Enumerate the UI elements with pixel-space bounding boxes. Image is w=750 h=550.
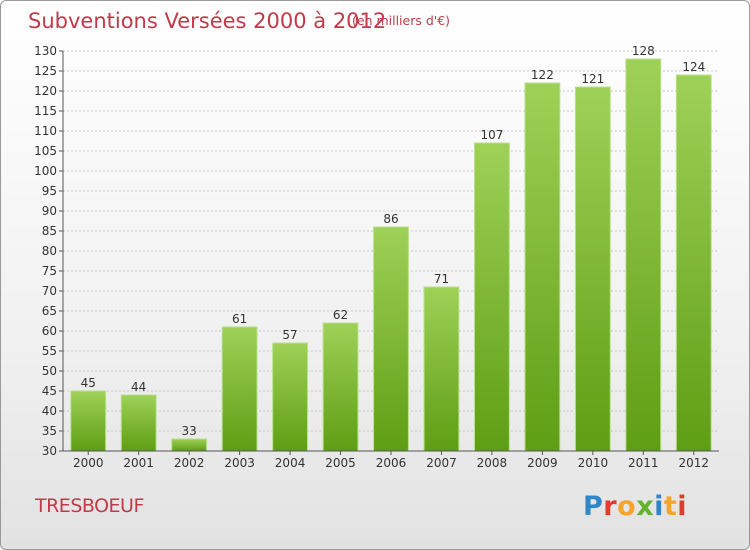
x-tick-label: 2009 xyxy=(527,456,558,470)
bar-value-label: 33 xyxy=(182,424,197,438)
y-tick-label: 100 xyxy=(34,164,57,178)
bar-2009 xyxy=(524,82,561,452)
bar-value-label: 62 xyxy=(333,308,348,322)
y-tick-label: 85 xyxy=(42,224,57,238)
y-tick-label: 60 xyxy=(42,324,57,338)
x-tick-label: 2007 xyxy=(426,456,457,470)
chart-title: Subventions Versées 2000 à 2012 xyxy=(28,9,387,33)
x-tick-label: 2003 xyxy=(224,456,255,470)
bar-2011 xyxy=(625,58,662,452)
bar-value-label: 128 xyxy=(632,44,655,58)
bar-2000 xyxy=(70,390,107,452)
y-tick-label: 105 xyxy=(34,144,57,158)
y-tick-label: 110 xyxy=(34,124,57,138)
axes: 30 35 40 45 50 55 60 65 70 75 80 85 90 95 100 105 110 115… xyxy=(34,44,719,470)
y-tick-label: 65 xyxy=(42,304,57,318)
y-tick-label: 45 xyxy=(42,384,57,398)
x-tick-label: 2000 xyxy=(73,456,104,470)
bars: 45 44 33 61 57 62 86 71 107 122 121 128 124 xyxy=(70,44,712,452)
bar-2001 xyxy=(120,394,157,452)
y-tick-label: 90 xyxy=(42,204,57,218)
bar-value-label: 57 xyxy=(282,328,297,342)
bar-2003 xyxy=(221,326,258,452)
bar-value-label: 122 xyxy=(531,68,554,82)
x-tick-label: 2011 xyxy=(628,456,659,470)
bar-value-label: 71 xyxy=(434,272,449,286)
bar-value-label: 124 xyxy=(682,60,705,74)
bar-value-label: 107 xyxy=(480,128,503,142)
y-tick-label: 125 xyxy=(34,64,57,78)
bar-2004 xyxy=(272,342,308,452)
commune-name: TRESBOEUF xyxy=(35,495,144,517)
bar-value-label: 86 xyxy=(383,212,398,226)
bar-2006 xyxy=(373,226,409,452)
x-tick-label: 2012 xyxy=(678,456,709,470)
y-tick-label: 120 xyxy=(34,84,57,98)
bar-value-label: 45 xyxy=(81,376,96,390)
x-tick-label: 2004 xyxy=(275,456,306,470)
y-tick-label: 50 xyxy=(42,364,57,378)
x-tick-label: 2010 xyxy=(578,456,609,470)
bar-2008 xyxy=(474,142,510,452)
y-tick-label: 30 xyxy=(42,444,57,458)
y-tick-label: 115 xyxy=(34,104,57,118)
x-tick-label: 2002 xyxy=(174,456,205,470)
proxiti-logo[interactable]: Proxiti xyxy=(583,491,688,522)
x-tick-label: 2005 xyxy=(325,456,356,470)
y-tick-label: 80 xyxy=(42,244,57,258)
bar-2012 xyxy=(675,74,712,452)
y-tick-label: 40 xyxy=(42,404,57,418)
y-tick-label: 55 xyxy=(42,344,57,358)
chart-subtitle: (en milliers d'€) xyxy=(352,13,451,28)
bar-value-label: 61 xyxy=(232,312,247,326)
bar-2002 xyxy=(171,438,208,452)
y-tick-label: 130 xyxy=(34,44,57,58)
y-tick-label: 75 xyxy=(42,264,57,278)
y-tick-label: 70 xyxy=(42,284,57,298)
bar-2005 xyxy=(322,322,359,452)
bar-2010 xyxy=(574,86,611,452)
x-tick-label: 2008 xyxy=(477,456,508,470)
y-tick-label: 35 xyxy=(42,424,57,438)
x-tick-label: 2001 xyxy=(123,456,154,470)
bar-2007 xyxy=(423,286,460,452)
bar-value-label: 44 xyxy=(131,380,146,394)
y-tick-label: 95 xyxy=(42,184,57,198)
x-tick-label: 2006 xyxy=(376,456,407,470)
bar-value-label: 121 xyxy=(581,72,604,86)
